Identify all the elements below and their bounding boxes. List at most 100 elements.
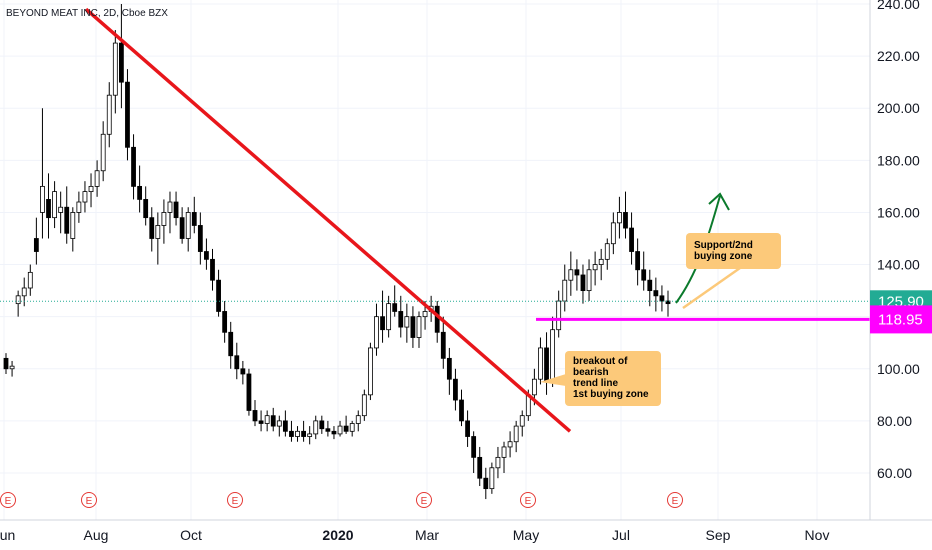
- candle-body: [185, 212, 191, 239]
- candle-body: [228, 331, 234, 357]
- candle-body: [100, 133, 106, 172]
- support-note[interactable]: Support/2nd buying zone: [686, 233, 781, 269]
- candle-body: [392, 303, 398, 312]
- candle-body: [173, 201, 179, 219]
- candle-body: [337, 425, 343, 435]
- candle-body: [465, 420, 470, 437]
- y-tick-label: 80.00: [877, 413, 912, 429]
- support-price-badge-bg: [870, 305, 932, 334]
- candle-body: [562, 279, 568, 302]
- candle-body: [276, 420, 282, 427]
- earnings-marker-circle: [227, 492, 243, 508]
- candle-body: [325, 428, 331, 432]
- candle-body: [659, 295, 665, 302]
- candle-body: [94, 170, 100, 187]
- earnings-marker-label: E: [232, 496, 239, 507]
- candle-body: [137, 185, 143, 200]
- candle-body: [380, 316, 385, 331]
- candle-body: [513, 425, 519, 443]
- earnings-marker-circle: [81, 492, 97, 508]
- candle-body: [398, 311, 404, 328]
- candle-body: [155, 225, 161, 239]
- candle-body: [46, 199, 51, 219]
- candle-body: [653, 290, 659, 297]
- candle-body: [580, 274, 586, 292]
- candle-body: [149, 217, 155, 239]
- candle-body: [52, 191, 57, 219]
- candle-body: [361, 394, 367, 417]
- candle-body: [641, 269, 647, 281]
- candle-body: [289, 430, 294, 437]
- price-axis[interactable]: 240.00220.00200.00180.00160.00140.00120.…: [869, 0, 920, 520]
- x-tick-label: Jul: [612, 527, 630, 543]
- candle-body: [27, 271, 33, 289]
- price-candles: [3, 4, 671, 500]
- candle-body: [21, 287, 27, 297]
- earnings-marker-label: E: [86, 496, 93, 507]
- earnings-marker: E: [416, 492, 432, 508]
- candle-body: [319, 420, 325, 430]
- candle-body: [422, 311, 428, 318]
- candle-body: [410, 316, 416, 338]
- candle-body: [507, 441, 513, 448]
- candle-body: [556, 300, 562, 331]
- candle-body: [106, 94, 112, 135]
- candle-body: [623, 212, 628, 229]
- candle-body: [629, 227, 634, 252]
- candle-body: [252, 410, 258, 422]
- y-tick-label: 160.00: [877, 204, 920, 220]
- earnings-marker: E: [81, 492, 97, 508]
- candle-body: [240, 368, 246, 375]
- candle-body: [179, 217, 185, 239]
- candle-body: [246, 373, 252, 411]
- x-tick-label: Jun: [0, 527, 15, 543]
- earnings-marker-circle: [520, 492, 536, 508]
- earnings-marker: E: [667, 492, 683, 508]
- support-price-label: 118.95: [878, 311, 923, 328]
- candle-body: [197, 225, 203, 252]
- candle-body: [58, 206, 64, 213]
- candle-body: [9, 365, 15, 370]
- y-tick-label: 100.00: [877, 361, 920, 377]
- support-price-badge: 118.95: [870, 305, 932, 334]
- candle-body: [131, 146, 136, 187]
- candle-body: [258, 420, 264, 424]
- candle-body: [125, 81, 130, 148]
- candle-body: [550, 329, 556, 383]
- candle-body: [453, 378, 458, 401]
- earnings-marker-circle: [416, 492, 432, 508]
- candle-body: [143, 199, 149, 219]
- earnings-marker-label: E: [421, 496, 428, 507]
- forecast-arrow-head: [708, 192, 730, 211]
- time-axis[interactable]: Jun Aug Oct 2020 Mar May Jul Sep Nov: [0, 519, 932, 543]
- candle-body: [118, 42, 124, 83]
- candle-body: [191, 212, 197, 226]
- candle-body: [15, 295, 21, 305]
- candle-body: [477, 456, 483, 479]
- bearish-trendline[interactable]: [84, 7, 572, 433]
- candle-body: [222, 311, 228, 333]
- candle-body: [307, 433, 313, 437]
- breakout-note[interactable]: breakout of bearish trend line 1st buyin…: [565, 351, 661, 406]
- candle-body: [489, 467, 495, 490]
- candle-body: [501, 446, 507, 458]
- candle-body: [531, 378, 537, 396]
- earnings-marker: E: [0, 492, 16, 508]
- candle-body: [568, 269, 574, 281]
- candle-body: [264, 415, 270, 424]
- candle-body: [204, 251, 209, 260]
- earnings-marker-circle: [667, 492, 683, 508]
- breakout-note-pointer: [540, 374, 566, 386]
- candle-body: [519, 415, 525, 427]
- candle-body: [495, 456, 501, 469]
- candle-body: [647, 279, 653, 292]
- candle-body: [270, 415, 276, 427]
- candle-body: [617, 212, 622, 224]
- x-tick-label: Oct: [180, 527, 202, 543]
- candle-body: [161, 212, 167, 226]
- candle-body: [586, 269, 592, 292]
- candle-body: [112, 42, 118, 96]
- candle-body: [635, 251, 641, 271]
- candle-body: [76, 201, 82, 213]
